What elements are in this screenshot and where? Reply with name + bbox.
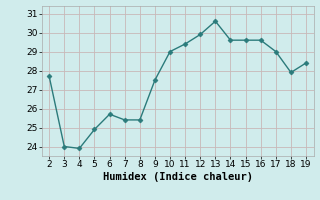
X-axis label: Humidex (Indice chaleur): Humidex (Indice chaleur) <box>103 172 252 182</box>
